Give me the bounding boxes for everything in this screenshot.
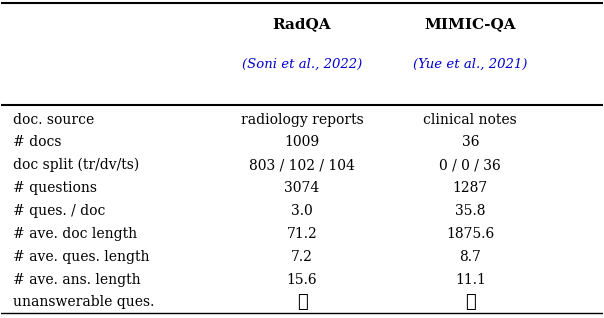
Text: # ave. ans. length: # ave. ans. length xyxy=(13,273,141,287)
Text: 36: 36 xyxy=(461,135,479,149)
Text: 7.2: 7.2 xyxy=(291,250,313,264)
Text: ✗: ✗ xyxy=(465,294,476,311)
Text: 1287: 1287 xyxy=(453,181,488,195)
Text: RadQA: RadQA xyxy=(272,17,332,31)
Text: 803 / 102 / 104: 803 / 102 / 104 xyxy=(249,158,355,172)
Text: 0 / 0 / 36: 0 / 0 / 36 xyxy=(440,158,501,172)
Text: # docs: # docs xyxy=(13,135,62,149)
Text: 35.8: 35.8 xyxy=(455,204,486,218)
Text: 3074: 3074 xyxy=(284,181,320,195)
Text: # ave. ques. length: # ave. ques. length xyxy=(13,250,150,264)
Text: 3.0: 3.0 xyxy=(291,204,313,218)
Text: (Soni et al., 2022): (Soni et al., 2022) xyxy=(242,58,362,71)
Text: # questions: # questions xyxy=(13,181,97,195)
Text: # ques. / doc: # ques. / doc xyxy=(13,204,106,218)
Text: unanswerable ques.: unanswerable ques. xyxy=(13,295,155,309)
Text: 71.2: 71.2 xyxy=(287,227,317,241)
Text: ✓: ✓ xyxy=(297,294,307,311)
Text: (Yue et al., 2021): (Yue et al., 2021) xyxy=(413,58,527,71)
Text: doc. source: doc. source xyxy=(13,113,95,127)
Text: 15.6: 15.6 xyxy=(287,273,317,287)
Text: doc split (tr/dv/ts): doc split (tr/dv/ts) xyxy=(13,158,140,172)
Text: # ave. doc length: # ave. doc length xyxy=(13,227,138,241)
Text: clinical notes: clinical notes xyxy=(423,113,517,127)
Text: 1009: 1009 xyxy=(284,135,320,149)
Text: MIMIC-QA: MIMIC-QA xyxy=(425,17,516,31)
Text: 8.7: 8.7 xyxy=(460,250,481,264)
Text: 11.1: 11.1 xyxy=(455,273,486,287)
Text: 1875.6: 1875.6 xyxy=(446,227,495,241)
Text: radiology reports: radiology reports xyxy=(240,113,364,127)
